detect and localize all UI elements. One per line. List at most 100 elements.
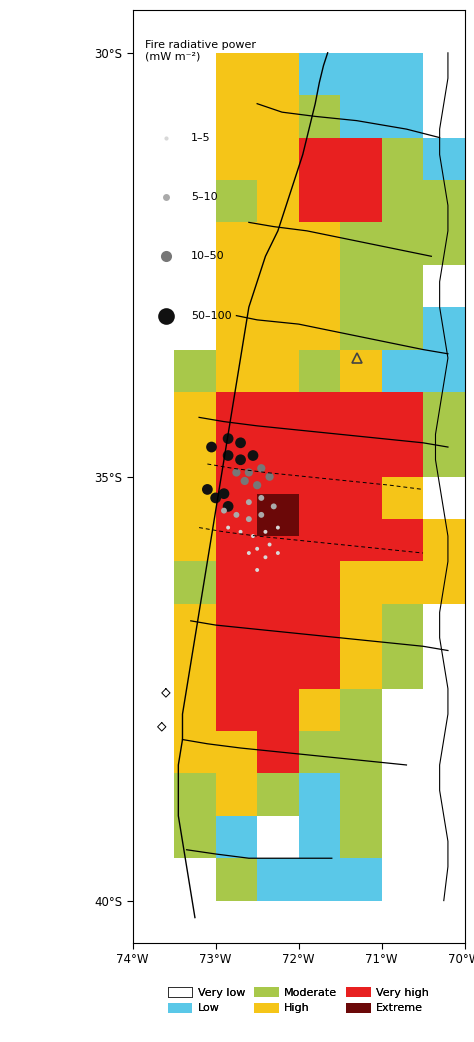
- Bar: [340, 349, 382, 392]
- Bar: [257, 519, 299, 562]
- Point: [208, 439, 215, 455]
- Point: [249, 527, 257, 544]
- Bar: [423, 307, 465, 349]
- Bar: [216, 604, 257, 646]
- Bar: [382, 477, 423, 519]
- Bar: [299, 773, 340, 816]
- Bar: [299, 646, 340, 689]
- Bar: [174, 349, 216, 392]
- Bar: [216, 477, 257, 519]
- Bar: [216, 562, 257, 604]
- Bar: [299, 689, 340, 731]
- Point: [257, 460, 265, 476]
- Bar: [174, 689, 216, 731]
- Point: [224, 519, 232, 536]
- Bar: [299, 265, 340, 307]
- Bar: [174, 519, 216, 562]
- Bar: [174, 773, 216, 816]
- Point: [233, 506, 240, 523]
- Bar: [257, 689, 299, 731]
- Bar: [216, 689, 257, 731]
- Bar: [340, 562, 382, 604]
- Bar: [174, 604, 216, 646]
- Point: [254, 541, 261, 557]
- Point: [274, 519, 282, 536]
- Bar: [257, 816, 299, 859]
- Bar: [340, 265, 382, 307]
- Bar: [257, 435, 299, 477]
- Bar: [257, 731, 299, 773]
- Bar: [257, 180, 299, 222]
- Bar: [216, 95, 257, 138]
- Point: [220, 486, 228, 502]
- Bar: [382, 138, 423, 180]
- Bar: [423, 392, 465, 435]
- Bar: [216, 307, 257, 349]
- Bar: [340, 731, 382, 773]
- Bar: [216, 731, 257, 773]
- Bar: [174, 731, 216, 773]
- Bar: [382, 222, 423, 265]
- Bar: [299, 604, 340, 646]
- Bar: [299, 180, 340, 222]
- Bar: [340, 519, 382, 562]
- Bar: [299, 138, 340, 180]
- Bar: [257, 307, 299, 349]
- Bar: [174, 646, 216, 689]
- Bar: [340, 53, 382, 95]
- Bar: [299, 859, 340, 900]
- Bar: [382, 265, 423, 307]
- Bar: [299, 307, 340, 349]
- Bar: [299, 435, 340, 477]
- Bar: [216, 180, 257, 222]
- Bar: [340, 180, 382, 222]
- Bar: [174, 816, 216, 859]
- Bar: [423, 349, 465, 392]
- Point: [245, 545, 253, 562]
- Bar: [216, 53, 257, 95]
- Bar: [299, 562, 340, 604]
- Bar: [216, 222, 257, 265]
- Bar: [216, 138, 257, 180]
- Point: [220, 502, 228, 519]
- Bar: [257, 349, 299, 392]
- Bar: [340, 816, 382, 859]
- Bar: [382, 435, 423, 477]
- Point: [224, 447, 232, 464]
- Bar: [299, 392, 340, 435]
- Bar: [340, 477, 382, 519]
- Legend: Very low, Low, Moderate, High, Very high, Extreme: Very low, Low, Moderate, High, Very high…: [164, 984, 433, 1017]
- Point: [241, 473, 248, 490]
- Bar: [299, 222, 340, 265]
- Bar: [340, 773, 382, 816]
- Point: [237, 523, 245, 540]
- Bar: [340, 95, 382, 138]
- Text: 50–100: 50–100: [191, 311, 231, 321]
- Bar: [257, 53, 299, 95]
- Bar: [423, 138, 465, 180]
- Bar: [423, 519, 465, 562]
- Bar: [257, 477, 299, 519]
- Point: [254, 562, 261, 578]
- Bar: [299, 349, 340, 392]
- Point: [266, 469, 273, 486]
- Point: [224, 430, 232, 447]
- Bar: [423, 562, 465, 604]
- Bar: [174, 435, 216, 477]
- Bar: [382, 95, 423, 138]
- Bar: [216, 265, 257, 307]
- Text: 10–50: 10–50: [191, 251, 224, 262]
- Bar: [382, 180, 423, 222]
- Bar: [340, 689, 382, 731]
- Point: [237, 451, 245, 468]
- Bar: [257, 859, 299, 900]
- Point: [237, 435, 245, 451]
- Bar: [423, 222, 465, 265]
- Point: [245, 464, 253, 480]
- Bar: [257, 562, 299, 604]
- Bar: [257, 222, 299, 265]
- Point: [257, 506, 265, 523]
- Bar: [216, 773, 257, 816]
- Bar: [382, 349, 423, 392]
- Bar: [423, 180, 465, 222]
